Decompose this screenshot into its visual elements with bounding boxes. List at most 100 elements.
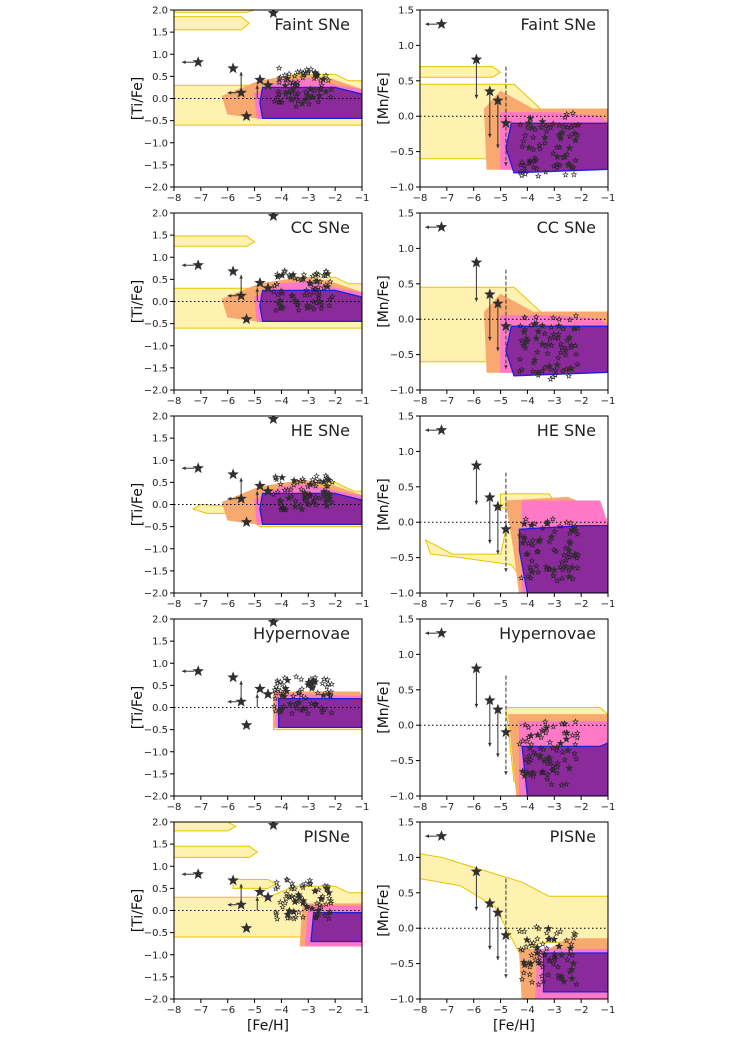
x-tick-label: −7	[439, 396, 454, 407]
sample-star	[553, 929, 560, 937]
sample-star-filled	[544, 754, 553, 762]
sample-star	[321, 911, 329, 919]
sample-star-filled	[290, 897, 299, 906]
big-star	[492, 297, 504, 309]
sample-star	[294, 68, 301, 75]
sample-star	[270, 288, 278, 295]
sample-star	[275, 90, 283, 97]
sample-star-filled	[295, 698, 304, 706]
y-tick-label: −0.5	[144, 116, 168, 127]
sample-star-filled	[534, 327, 543, 335]
panel-mn-he: −8 −7 −6 −5 −4 −3 −2 −1 1.5 1.0 0.5 0.0 −0.5 −1.0 [Mn/…	[376, 412, 615, 611]
y-axis-label: [Mn/Fe]	[376, 478, 392, 531]
sample-star	[572, 350, 580, 358]
sample-star-filled	[314, 909, 323, 917]
sample-star	[516, 740, 523, 747]
sample-star	[538, 972, 546, 979]
sample-star-filled	[556, 134, 565, 142]
sample-star	[566, 316, 574, 323]
sample-star-filled	[311, 68, 320, 77]
sample-star	[559, 748, 566, 755]
sample-star	[285, 70, 293, 77]
x-tick-label: −3	[301, 1005, 316, 1016]
sample-star	[531, 157, 538, 165]
sample-star	[558, 558, 566, 566]
y-tick-label: 0.5	[152, 275, 168, 286]
sample-star	[517, 945, 524, 952]
sample-star	[553, 577, 561, 584]
sample-star	[289, 883, 296, 890]
sample-star	[522, 170, 529, 177]
panel-title: Faint SNe	[275, 15, 350, 34]
limit-arrow-head	[227, 90, 232, 95]
sample-star	[521, 314, 528, 321]
x-tick-label: −5	[493, 1005, 508, 1016]
sample-star	[557, 349, 565, 356]
sample-star	[317, 85, 325, 92]
sample-star-filled	[311, 677, 320, 686]
sample-star-filled	[554, 321, 563, 330]
sample-star-filled	[520, 960, 529, 969]
x-tick-label: −7	[193, 599, 208, 610]
sample-star	[533, 548, 541, 555]
sample-star	[532, 956, 539, 963]
limit-arrow-head	[182, 263, 186, 268]
sample-star	[309, 476, 316, 483]
sample-star	[306, 876, 314, 884]
sample-star-filled	[311, 886, 320, 895]
y-tick-label: −1.5	[144, 972, 168, 983]
sample-star	[550, 960, 557, 967]
sample-star	[272, 683, 280, 690]
big-star	[227, 62, 239, 74]
sample-star	[516, 532, 524, 539]
big-star	[192, 56, 204, 68]
sample-star-filled	[283, 910, 292, 918]
sample-star	[549, 762, 557, 769]
y-tick-label: −0.5	[144, 928, 168, 939]
sample-star	[325, 894, 333, 902]
sample-star	[565, 550, 572, 557]
sample-star	[290, 481, 298, 488]
limit-arrow-head	[488, 742, 492, 747]
sample-star-filled	[565, 143, 574, 152]
sample-star	[546, 738, 554, 746]
sample-star	[327, 691, 334, 699]
y-tick-label: −0.5	[390, 350, 414, 361]
x-tick-label: −5	[247, 599, 262, 610]
sample-star-filled	[571, 135, 580, 144]
x-tick-label: −5	[493, 599, 508, 610]
sample-star-filled	[569, 959, 578, 967]
sample-star	[551, 528, 558, 535]
sample-star	[297, 691, 305, 698]
sample-star-filled	[315, 297, 324, 305]
x-tick-label: −3	[547, 193, 562, 204]
panel-title: Faint SNe	[521, 15, 596, 34]
sample-star-filled	[299, 898, 308, 907]
sample-star-filled	[319, 691, 328, 699]
sample-star	[539, 769, 547, 776]
x-tick-label: −6	[220, 396, 235, 407]
sample-star-filled	[570, 324, 579, 333]
sample-star	[562, 346, 569, 354]
y-axis-label: [Ti/Fe]	[130, 280, 146, 324]
sample-star	[568, 951, 576, 958]
sample-star	[318, 301, 325, 308]
sample-star	[566, 529, 574, 536]
sample-star	[546, 335, 554, 342]
y-tick-label: 0.5	[398, 76, 414, 87]
y-tick-label: 1.0	[152, 50, 168, 61]
x-tick-label: −4	[274, 396, 289, 407]
limit-arrow-head	[474, 94, 479, 99]
sample-star-filled	[280, 692, 289, 700]
big-star	[192, 259, 204, 271]
limit-arrow-head	[474, 703, 479, 708]
sample-star	[568, 525, 576, 532]
sample-star	[271, 282, 278, 289]
big-star	[192, 665, 204, 677]
sample-star-filled	[297, 505, 306, 513]
y-tick-label: −1.0	[390, 589, 414, 600]
limit-arrow-head	[227, 699, 232, 704]
sample-star-filled	[283, 676, 292, 684]
sample-star	[561, 756, 569, 763]
sample-star	[518, 366, 526, 373]
